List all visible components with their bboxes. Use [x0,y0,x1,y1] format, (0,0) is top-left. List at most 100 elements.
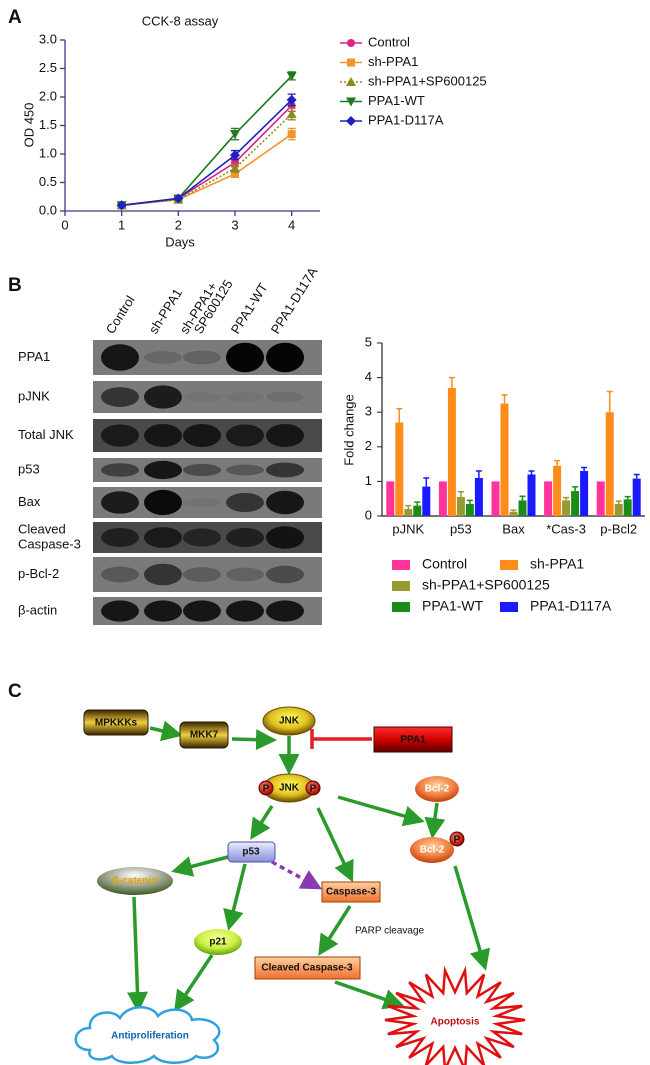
arrow [318,905,352,956]
blot-row-label: Caspase-3 [18,536,81,551]
bar [623,499,632,516]
panel-label: C [8,681,22,702]
node-shape [262,706,316,736]
bar [465,503,474,516]
blot-lane-label: Control [103,293,138,337]
data-line [121,99,293,207]
arrow [126,896,148,1013]
bar [509,511,518,516]
data-point [173,193,184,204]
data-point [116,200,127,211]
error-bar [405,504,412,510]
error-bar [581,466,588,472]
edge-label: PARP cleavage [355,926,425,937]
y-tick-label: 1 [365,473,372,488]
bar [544,481,553,516]
blot-row-label: p-Bcl-2 [18,566,59,581]
bar [386,481,395,516]
node-label: Antiproliferation [111,1031,189,1042]
node-label: Bcl-2 [425,784,450,795]
arrow [316,807,354,883]
blot-band [101,387,139,407]
data-line [121,104,293,207]
bar [596,481,605,516]
arrow [149,720,183,742]
y-tick-label: 2.5 [39,60,57,75]
data-point [230,130,240,140]
blot-band [101,527,139,548]
y-tick-label: 0 [365,507,372,522]
blot-row-label: pJNK [18,388,50,403]
bar [553,465,562,516]
error-bar [554,459,561,466]
blot-band [144,351,182,364]
legend-label: Control [422,556,467,572]
legend-swatch [392,581,410,591]
error-bar [633,473,640,479]
legend-swatch [500,602,518,612]
node-shape [415,776,459,802]
legend-label: PPA1-WT [368,93,425,108]
legend-label: sh-PPA1+SP600125 [422,577,550,593]
error-bar [615,500,622,504]
error-bar [528,470,535,475]
blot-band [144,563,182,586]
bar [500,403,509,516]
node-label: Cleaved Caspase-3 [261,963,353,974]
y-tick-label: 1.5 [39,117,57,132]
phospho-site [305,780,321,796]
y-tick-label: 4 [365,369,372,384]
x-tick-label: *Cas-3 [546,521,586,536]
bar [474,477,483,516]
error-bar [475,470,482,478]
blot-band [183,567,221,582]
bar [614,503,623,516]
bar [438,481,447,516]
data-point [286,94,297,105]
legend-marker [346,116,356,126]
blot-band [183,528,221,547]
legend-label: PPA1-D117A [368,112,444,127]
blot-row-label: β-actin [18,602,57,617]
data-point [287,130,296,139]
x-tick-label: 2 [175,217,182,232]
bar [491,481,500,516]
blot-band [266,600,304,622]
x-tick-label: 4 [288,217,295,232]
blot-row-label: Bax [18,494,41,509]
phospho-label: P [310,784,317,795]
node-label: p53 [242,847,260,858]
error-bar [414,501,421,506]
data-line [121,113,293,207]
blot-band [101,463,139,477]
legend-label: sh-PPA1 [368,54,418,69]
node-label: PPA1 [400,735,426,746]
blot-band [183,350,221,365]
y-axis-label: Fold change [341,394,356,466]
blot-row-label: Total JNK [18,427,74,442]
node-label: β-catenin [113,876,157,887]
data-point [230,163,240,173]
y-tick-label: 1.0 [39,145,57,160]
y-tick-label: 3 [365,404,372,419]
inhibition [310,729,372,749]
node-shape [254,956,361,980]
error-bar [423,477,430,487]
arrow [424,802,446,839]
x-tick-label: p53 [450,521,472,536]
node-shape [74,1006,221,1064]
legend-marker [347,58,355,67]
blot-band [226,492,264,513]
y-tick-label: 0.5 [39,174,57,189]
error-bar [510,509,517,512]
blot-row-label: Cleaved [18,521,66,536]
error-bar [396,407,403,423]
phospho-site [258,780,274,796]
phospho-label: P [263,784,270,795]
legend-label: Control [368,34,410,49]
x-tick-label: 1 [118,217,125,232]
blot-band [144,600,182,622]
error-bar [457,491,464,497]
blot-band [266,391,304,403]
